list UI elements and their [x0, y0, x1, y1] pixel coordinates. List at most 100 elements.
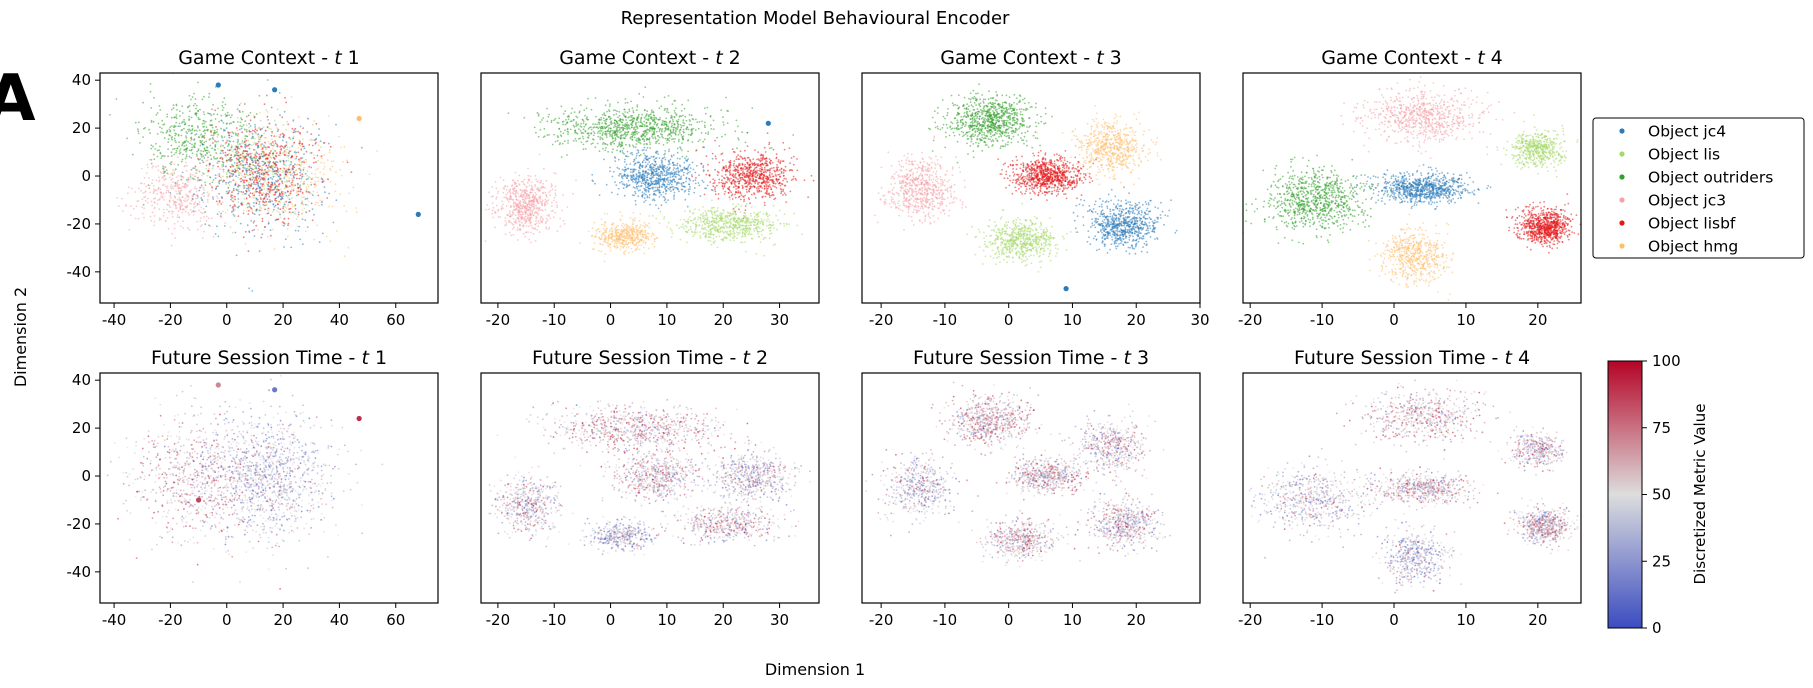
scatter-point [706, 222, 708, 225]
scatter-point [253, 220, 256, 223]
scatter-point [211, 181, 214, 184]
scatter-point [643, 187, 645, 190]
scatter-point [222, 106, 225, 109]
scatter-point [302, 243, 304, 246]
scatter-point [186, 199, 188, 202]
scatter-point [183, 148, 186, 151]
scatter-point [241, 170, 244, 173]
scatter-point [680, 177, 682, 180]
scatter-point [240, 177, 243, 180]
scatter-point [772, 185, 774, 187]
scatter-point [634, 181, 637, 184]
scatter-point [291, 181, 293, 184]
scatter-point [780, 183, 783, 185]
scatter-point [237, 215, 240, 218]
scatter-point [153, 206, 156, 209]
scatter-point [721, 152, 724, 155]
scatter-point [328, 192, 330, 195]
scatter-point [574, 129, 577, 132]
scatter-point [201, 159, 204, 162]
scatter-point [350, 171, 353, 174]
scatter-point [628, 145, 631, 148]
scatter-point [305, 161, 308, 163]
scatter-point [288, 198, 291, 201]
scatter-point [272, 142, 275, 145]
scatter-point [192, 104, 195, 107]
scatter-point [616, 133, 619, 136]
scatter-point [604, 120, 607, 123]
scatter-point [673, 196, 675, 198]
scatter-point [152, 120, 155, 123]
scatter-point [196, 150, 199, 153]
scatter-point [629, 137, 632, 140]
scatter-point [225, 190, 228, 193]
scatter-point [710, 189, 713, 191]
scatter-point [169, 176, 172, 179]
scatter-point [614, 109, 617, 112]
scatter-point [784, 170, 787, 172]
scatter-point [656, 123, 658, 126]
scatter-point [193, 167, 196, 170]
scatter-point [174, 134, 177, 137]
scatter-point [245, 190, 248, 192]
scatter-point [329, 145, 332, 148]
scatter-point [618, 141, 621, 144]
scatter-point [162, 131, 164, 134]
scatter-point [245, 173, 248, 176]
scatter-point [327, 115, 330, 117]
scatter-point [594, 123, 597, 126]
scatter-point [740, 172, 742, 175]
scatter-point [268, 154, 270, 157]
scatter-point [635, 130, 638, 133]
scatter-point [536, 112, 539, 114]
scatter-point [149, 184, 151, 187]
panel-title: Game Context - t 1 [178, 47, 360, 69]
scatter-point [535, 131, 537, 134]
scatter-point [766, 132, 769, 135]
scatter-point [256, 170, 259, 173]
scatter-point [249, 130, 252, 133]
scatter-point [317, 176, 319, 179]
scatter-point [777, 166, 779, 169]
scatter-point [142, 101, 145, 104]
scatter-point [770, 167, 773, 170]
scatter-point [281, 152, 284, 155]
scatter-point [652, 119, 655, 121]
scatter-point [178, 216, 181, 219]
scatter-point [707, 209, 710, 212]
scatter-point [665, 201, 667, 204]
scatter-point [649, 179, 652, 182]
scatter-point [267, 183, 269, 186]
scatter-point [230, 122, 233, 124]
scatter-point [663, 156, 666, 159]
scatter-point [317, 144, 320, 147]
scatter-point [254, 128, 257, 131]
scatter-point [238, 188, 240, 191]
scatter-point [757, 185, 760, 188]
scatter-point [681, 188, 684, 191]
scatter-point [221, 109, 224, 111]
scatter-point [159, 188, 162, 191]
scatter-point [290, 156, 292, 159]
scatter-point [291, 188, 293, 191]
scatter-point [604, 130, 607, 133]
scatter-point [767, 178, 770, 181]
scatter-point [645, 156, 647, 158]
scatter-point [179, 208, 182, 211]
scatter-point [575, 121, 578, 124]
scatter-point [305, 198, 307, 200]
scatter-point [155, 165, 158, 168]
scatter-point [205, 140, 208, 143]
scatter-point [216, 213, 219, 216]
scatter-point [717, 197, 720, 200]
scatter-point [613, 119, 616, 122]
scatter-point [244, 163, 247, 166]
scatter-point [603, 112, 606, 115]
scatter-point [624, 137, 626, 140]
scatter-point [343, 255, 346, 258]
scatter-point [679, 169, 682, 171]
scatter-point [716, 184, 718, 187]
scatter-point [732, 164, 735, 167]
scatter-point [649, 157, 651, 160]
scatter-point [634, 146, 637, 149]
